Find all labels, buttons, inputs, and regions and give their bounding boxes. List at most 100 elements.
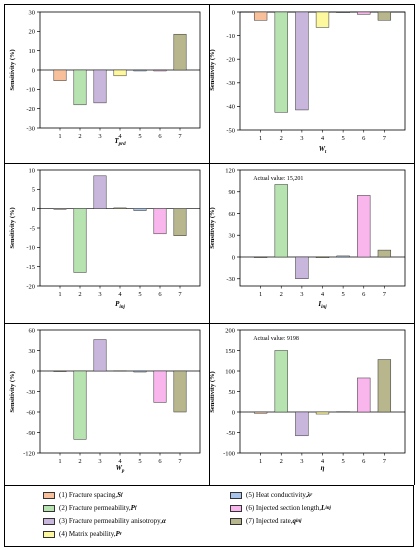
bar-1 <box>53 69 67 81</box>
bar-4 <box>315 411 330 415</box>
bar-3 <box>93 69 107 104</box>
x-axis-label: Wp <box>116 464 125 474</box>
x-tick-label: 7 <box>178 291 182 298</box>
y-axis-label: Sensitivity (%) <box>209 207 216 248</box>
y-tick-label: 30 <box>229 233 236 240</box>
y-tick-label: -5 <box>30 225 35 232</box>
bar-5 <box>133 208 147 211</box>
y-tick-label: -30 <box>226 80 235 87</box>
bar-5 <box>133 370 147 373</box>
x-tick-label: 6 <box>158 133 162 140</box>
bar-3 <box>93 339 107 372</box>
chart-panel-6: -100 -50 0 50 100 150 200 1 2 3 4 5 6 7 Sensitivity (%… <box>209 327 406 472</box>
legend-swatch <box>43 530 55 538</box>
bar-4 <box>113 370 127 372</box>
bar-1 <box>253 256 268 258</box>
y-tick-label: -10 <box>226 33 235 40</box>
legend-subscript: inj <box>325 505 331 511</box>
bar-6 <box>153 370 167 403</box>
x-tick-label: 6 <box>158 458 162 465</box>
y-axis-label: Sensitivity (%) <box>209 371 216 412</box>
bar-4 <box>315 11 330 28</box>
y-tick-label: -120 <box>23 450 35 457</box>
y-tick-label: -40 <box>226 104 235 111</box>
bar-2 <box>73 370 87 440</box>
x-axis-label: Wt <box>319 145 327 155</box>
x-tick-label: 2 <box>280 291 283 298</box>
chart-panel-5: -120 -90 -60 -30 0 30 60 1 2 3 4 5 6 7 Sensitivity (%)… <box>9 327 201 474</box>
x-tick-label: 2 <box>78 291 81 298</box>
x-tick-label: 5 <box>138 133 141 140</box>
x-tick-label: 1 <box>259 291 262 298</box>
bar-1 <box>53 370 67 372</box>
legend-subscript: r <box>119 531 122 537</box>
bar-6 <box>357 377 371 413</box>
legend-subscript: r <box>310 492 313 498</box>
y-tick-label: -20 <box>226 57 235 64</box>
y-tick-label: -10 <box>26 87 35 94</box>
legend-symbol: S <box>117 491 122 499</box>
x-tick-label: 5 <box>342 458 345 465</box>
x-axis-label: Tprd <box>114 137 126 147</box>
y-tick-label: -30 <box>226 276 235 283</box>
y-tick-label: 0 <box>232 409 235 416</box>
bar-7 <box>377 11 392 21</box>
x-axis-label: η <box>321 464 325 472</box>
y-tick-label: -15 <box>26 264 35 271</box>
y-tick-label: -90 <box>26 430 35 437</box>
x-tick-label: 7 <box>178 458 182 465</box>
x-tick-label: 3 <box>98 458 101 465</box>
annotation: Actual value: 15,201 <box>253 176 303 182</box>
y-tick-label: 100 <box>225 368 235 375</box>
bar-1 <box>253 11 268 21</box>
x-tick-label: 4 <box>118 458 122 465</box>
bar-3 <box>295 411 309 437</box>
x-tick-label: 1 <box>58 133 61 140</box>
chart-panel-4: -30 0 30 60 90 120 1 2 3 4 5 6 7 Sensitivity (%) Iinj A… <box>209 167 406 310</box>
legend-symbol: L <box>321 504 326 512</box>
x-tick-label: 7 <box>178 133 182 140</box>
y-tick-label: 200 <box>225 327 235 334</box>
legend-symbol: P <box>130 504 135 512</box>
bar-4 <box>113 69 127 77</box>
x-tick-label: 3 <box>300 135 303 142</box>
bar-2 <box>73 69 87 106</box>
legend-symbol: λ <box>307 491 311 499</box>
x-tick-label: 4 <box>321 135 325 142</box>
y-tick-label: -20 <box>26 106 35 113</box>
bar-2 <box>73 208 87 273</box>
legend-swatch <box>43 491 55 499</box>
y-tick-label: 5 <box>32 187 35 194</box>
bar-3 <box>295 256 309 279</box>
x-tick-label: 6 <box>362 458 366 465</box>
y-tick-label: 120 <box>225 167 235 174</box>
x-tick-label: 5 <box>342 291 345 298</box>
x-tick-label: 4 <box>321 291 325 298</box>
y-tick-label: -20 <box>26 283 35 290</box>
chart-panel-3: -20 -15 -10 -5 0 5 10 1 2 3 4 5 6 7 Sensitivity (%) Pin… <box>9 167 201 310</box>
bar-4 <box>315 256 330 258</box>
y-tick-label: 50 <box>229 389 236 396</box>
y-tick-label: -60 <box>26 409 35 416</box>
x-tick-label: 3 <box>98 133 101 140</box>
y-tick-label: 0 <box>32 368 35 375</box>
bar-7 <box>173 370 187 413</box>
x-tick-label: 3 <box>98 291 101 298</box>
x-tick-label: 2 <box>78 458 81 465</box>
legend-label: (2) Fracture permeability, <box>59 504 131 512</box>
legend-swatch <box>230 504 242 512</box>
bar-5 <box>336 411 350 413</box>
y-tick-label: 30 <box>29 348 36 355</box>
legend-label: (1) Fracture spacing, <box>59 491 118 499</box>
bar-4 <box>113 207 127 209</box>
y-axis-label: Sensitivity (%) <box>9 207 16 248</box>
legend-swatch <box>230 491 242 499</box>
bar-3 <box>295 11 309 111</box>
annotation: Actual value: 9198 <box>253 336 299 342</box>
y-tick-label: 0 <box>232 9 235 16</box>
legend-symbol: q <box>292 517 296 525</box>
